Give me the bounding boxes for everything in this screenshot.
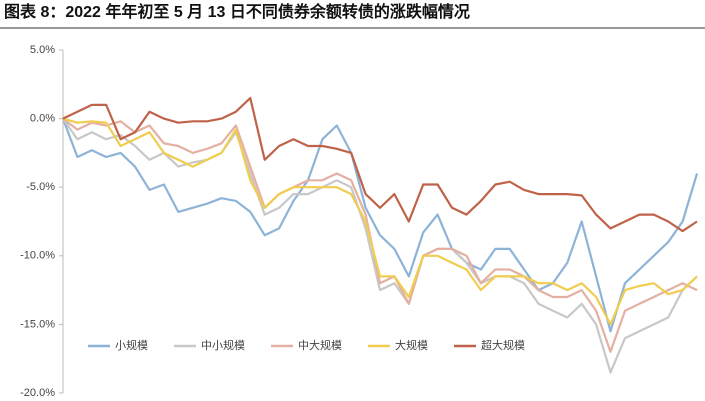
y-tick-label: -10.0% [20,250,55,262]
series-line [61,118,699,333]
series-line [62,117,698,326]
chart-title: 图表 8：2022 年年初至 5 月 13 日不同债券余额转债的涨跌幅情况 [4,2,470,21]
legend-label: 中大规模 [298,338,342,352]
y-tick-label: 5.0% [30,44,55,56]
series-line [62,117,698,353]
legend-label: 超大规模 [481,338,525,352]
legend-label: 大规模 [395,338,428,352]
series-line [62,117,698,374]
y-tick-label: -5.0% [26,181,55,193]
legend-label: 小规模 [115,338,148,352]
series-line [62,96,698,233]
y-tick-label: 0.0% [30,113,55,125]
y-tick-label: -15.0% [20,318,55,330]
y-tick-label: -20.0% [20,387,55,399]
legend-label: 中小规模 [201,338,245,352]
